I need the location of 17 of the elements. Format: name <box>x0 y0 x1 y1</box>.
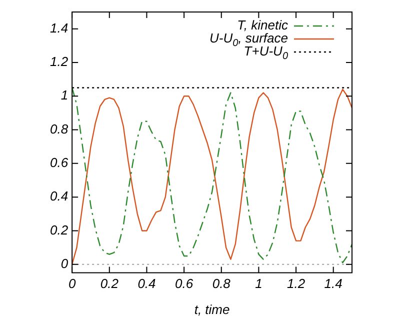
y-tick-label: 0 <box>60 256 69 271</box>
x-tick-label: 1.2 <box>286 276 306 292</box>
x-tick-label: 1.4 <box>324 276 342 292</box>
x-axis-title: t, time <box>194 302 230 317</box>
x-tick-label: 0.2 <box>100 276 120 292</box>
y-tick-label: 0.8 <box>50 121 69 136</box>
y-tick-label: 0.4 <box>50 188 68 204</box>
x-tick-label: 0.6 <box>175 276 194 292</box>
y-tick-label: 0.6 <box>50 155 69 170</box>
x-tick-label: 0.4 <box>138 276 156 292</box>
x-tick-label: 1 <box>255 276 262 292</box>
y-tick-label: 1 <box>60 88 68 103</box>
y-tick-label: 1.4 <box>50 20 68 36</box>
y-tick-label: 0.2 <box>50 222 69 238</box>
legend-label: T, kinetic <box>237 18 288 33</box>
y-tick-label: 1.2 <box>50 54 69 70</box>
x-tick-label: 0.8 <box>212 276 232 292</box>
